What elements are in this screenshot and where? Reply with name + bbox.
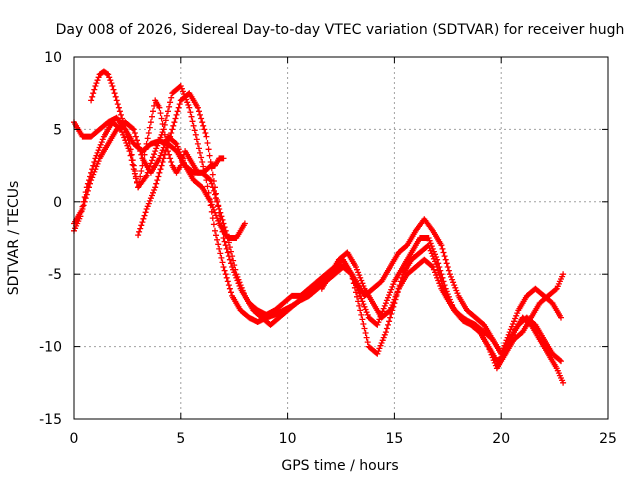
y-tick-label: 5 [53, 122, 62, 138]
y-tick-label: -15 [39, 412, 62, 428]
x-tick-label: 20 [492, 431, 510, 447]
x-tick-label: 25 [599, 431, 617, 447]
series-points [135, 90, 567, 386]
data-points [71, 68, 567, 386]
x-tick-label: 10 [279, 431, 297, 447]
series-points [88, 68, 227, 191]
y-tick-label: 10 [44, 50, 62, 66]
series-track-4 [135, 90, 567, 386]
y-tick-label: -5 [48, 267, 62, 283]
axis-ticks: 0 5 10 15 20 25 -15 -10 -5 0 5 10 [39, 50, 617, 447]
series-track-5 [88, 68, 227, 191]
y-tick-label: -10 [39, 340, 62, 356]
series-track-6 [318, 216, 564, 357]
x-tick-label: 0 [70, 431, 79, 447]
x-tick-label: 5 [176, 431, 185, 447]
series-points [318, 216, 564, 357]
x-tick-label: 15 [385, 431, 403, 447]
y-tick-label: 0 [53, 195, 62, 211]
y-axis-label: SDTVAR / TECUs [6, 181, 22, 296]
plot-frame [73, 56, 609, 420]
chart-title: Day 008 of 2026, Sidereal Day-to-day VTE… [56, 22, 625, 38]
x-axis-label: GPS time / hours [281, 458, 398, 474]
grid [74, 57, 608, 419]
